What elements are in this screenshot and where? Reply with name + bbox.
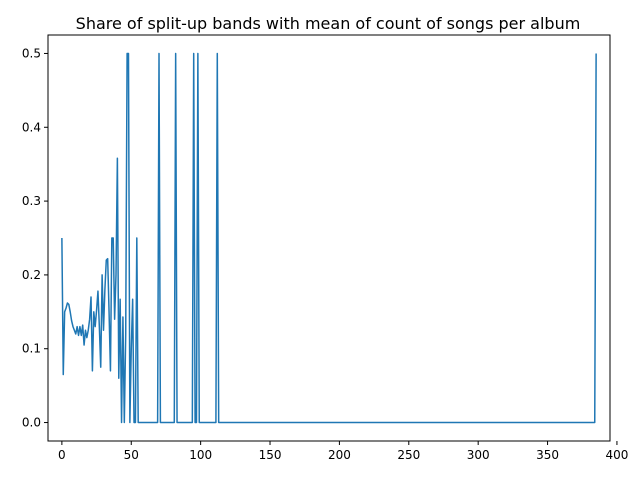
x-tick-label: 300 [467, 448, 490, 462]
y-axis: 0.0 0.1 0.2 0.3 0.4 0.5 [22, 46, 48, 430]
x-tick-label: 200 [328, 448, 351, 462]
x-tick-label: 150 [259, 448, 282, 462]
y-tick-label: 0.5 [22, 46, 41, 60]
series-line-0 [61, 52, 597, 424]
x-tick-label: 50 [124, 448, 139, 462]
x-tick-label: 250 [397, 448, 420, 462]
x-tick-label: 100 [189, 448, 212, 462]
x-tick-label: 350 [536, 448, 559, 462]
plot-area [61, 52, 597, 424]
y-tick-label: 0.4 [22, 120, 41, 134]
x-tick-label: 400 [605, 448, 628, 462]
x-axis: 0 50 100 150 200 250 300 350 400 [58, 441, 628, 462]
y-tick-label: 0.0 [22, 416, 41, 430]
chart-title: Share of split-up bands with mean of cou… [76, 14, 581, 33]
plot-frame [47, 34, 611, 442]
y-tick-label: 0.2 [22, 268, 41, 282]
y-tick-label: 0.3 [22, 194, 41, 208]
y-tick-label: 0.1 [22, 342, 41, 356]
x-tick-label: 0 [58, 448, 66, 462]
